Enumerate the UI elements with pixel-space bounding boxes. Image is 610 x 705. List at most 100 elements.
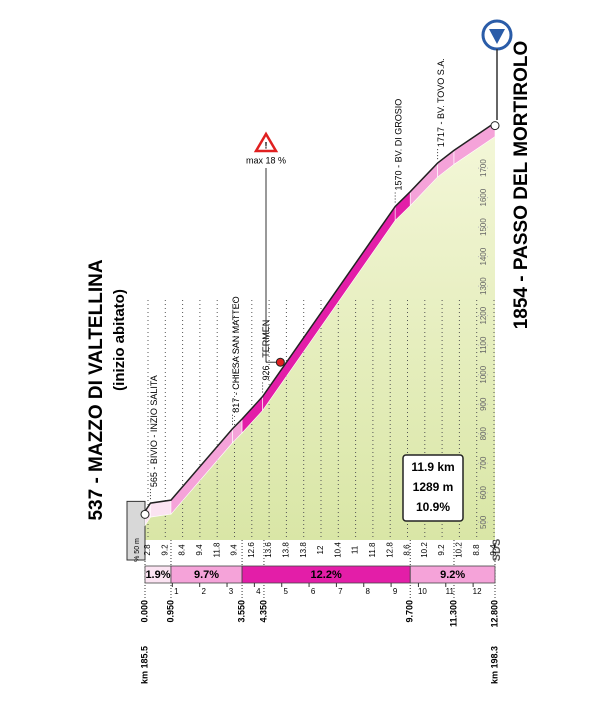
start-note: (inizio abitato) <box>111 289 128 391</box>
y-tick-label: 1700 <box>479 159 488 177</box>
y-tick-label: 1300 <box>479 277 488 295</box>
gradient-value-group: 13.8 <box>299 542 308 558</box>
y-tick-label-group: 600 <box>479 486 488 500</box>
distance-label-group: 0.950 <box>165 600 175 623</box>
gradient-value: 8.4 <box>178 544 187 556</box>
section-bar <box>409 565 496 584</box>
gradient-value-group: 10.4 <box>333 542 342 558</box>
gradient-value: 2.8 <box>143 544 152 556</box>
gradient-value: 9.4 <box>230 544 239 556</box>
warning-icon <box>253 131 279 153</box>
max-label: max 18 % <box>246 155 286 165</box>
gradient-value-group: 11 <box>351 545 360 554</box>
section-label: 1.9% <box>145 569 170 581</box>
finish-dot <box>490 121 500 131</box>
gradient-value-group: 12 <box>316 545 325 554</box>
gradient-value: 12 <box>316 545 325 554</box>
gradient-value-group: 11.8 <box>368 542 377 558</box>
y-tick-label: 800 <box>479 427 488 441</box>
summary-box <box>402 454 464 522</box>
point-label: 817 - CHIESA SAN MATTEO <box>231 296 241 412</box>
distance-label-group: 4.350 <box>258 600 268 623</box>
gradient-value-group: 8.8 <box>472 544 481 556</box>
gradient-value-group: 2.8 <box>143 544 152 556</box>
x-tick-label: 5 <box>283 587 288 596</box>
gradient-value: 13.8 <box>282 542 291 558</box>
gradient-value: 9.2 <box>437 544 446 556</box>
gradient-value-group: 13.6 <box>264 542 273 558</box>
point-label-group: 565 - BIVIO - INZIO SALITA <box>149 375 159 487</box>
chart-title: 1854 - PASSO DEL MORTIROLO <box>511 41 532 330</box>
y-tick-label-group: 500 <box>479 515 488 529</box>
y-tick-label: 1100 <box>479 336 488 354</box>
warning-icon-mark: ! <box>265 140 268 150</box>
gradient-value-group: 12.8 <box>385 542 394 558</box>
gradient-value: 9.2 <box>160 544 169 556</box>
distance-label-group: 0.000 <box>139 600 149 623</box>
x-tick-label: 7 <box>338 587 343 596</box>
gradient-value: 11.8 <box>212 542 221 558</box>
point-label: 1570 - BV. DI GROSIO <box>394 99 404 191</box>
km-end-group: km 198.3 <box>489 646 499 684</box>
y-tick-label-group: 800 <box>479 427 488 441</box>
scale-note: % 50 m <box>134 538 141 562</box>
gradient-value-group: 12.6 <box>247 542 256 558</box>
summary-line: 11.9 km <box>411 460 454 474</box>
distance-label: 0.950 <box>165 600 175 623</box>
x-tick-label: 4 <box>256 587 261 596</box>
section-label: 9.7% <box>194 569 219 581</box>
y-tick-label: 600 <box>479 486 488 500</box>
gradient-value: 12.6 <box>247 542 256 558</box>
summary-line: 10.9% <box>416 500 450 514</box>
y-tick-label: 1500 <box>479 218 488 236</box>
gradient-value-group: 11.8 <box>212 542 221 558</box>
y-tick-label: 1600 <box>479 188 488 206</box>
distance-label: 9.700 <box>405 600 415 623</box>
y-tick-label-group: 1500 <box>479 218 488 236</box>
x-tick-label: 8 <box>366 587 371 596</box>
distance-label-group: 11.300 <box>448 600 458 627</box>
section-label: 12.2% <box>311 569 342 581</box>
x-tick-label: 2 <box>201 587 206 596</box>
x-tick-label: 9 <box>393 587 398 596</box>
distance-label: 4.350 <box>258 600 268 623</box>
gradient-value-group: 10.2 <box>420 542 429 558</box>
gradient-value-group: 9.4 <box>230 544 239 556</box>
distance-label-group: 12.800 <box>489 600 499 628</box>
y-tick-label-group: 1000 <box>479 365 488 383</box>
y-tick-label: 500 <box>479 515 488 529</box>
gradient-value: 13.6 <box>264 542 273 558</box>
distance-label-group: 3.550 <box>236 600 246 623</box>
y-tick-label-group: 1600 <box>479 188 488 206</box>
gradient-value: 11.8 <box>368 542 377 558</box>
point-label-group: 817 - CHIESA SAN MATTEO <box>231 296 241 412</box>
distance-label: 0.000 <box>139 600 149 623</box>
x-tick-label: 10 <box>418 587 427 596</box>
point-label: 1717 - BV. TOVO S.A. <box>436 58 446 147</box>
distance-label-group: 9.700 <box>405 600 415 623</box>
y-tick-label: 1400 <box>479 247 488 265</box>
y-tick-label: 700 <box>479 456 488 470</box>
gradient-value-group: 9.2 <box>160 544 169 556</box>
start-dot <box>140 509 150 519</box>
y-tick-label-group: 900 <box>479 397 488 411</box>
gradient-value: 13.8 <box>299 542 308 558</box>
gradient-value-group: 8.4 <box>178 544 187 556</box>
gradient-value-group: 10.2 <box>455 542 464 558</box>
gradient-value: 10.2 <box>455 542 464 558</box>
y-tick-label: 1200 <box>479 306 488 324</box>
point-label-group: 1570 - BV. DI GROSIO <box>394 99 404 191</box>
km-start: km 185.5 <box>139 646 149 684</box>
y-tick-label-group: 1700 <box>479 159 488 177</box>
y-tick-label-group: 1200 <box>479 306 488 324</box>
gradient-value-group: 8.6 <box>403 544 412 556</box>
section-label: 9.2% <box>440 569 465 581</box>
start-title: 537 - MAZZO DI VALTELLINA <box>86 259 107 520</box>
scale-note-group: % 50 m <box>134 538 141 562</box>
y-tick-label-group: 1100 <box>479 336 488 354</box>
gradient-value: 10.4 <box>333 542 342 558</box>
gradient-value: 11 <box>351 545 360 554</box>
gradient-value-group: 9.4 <box>195 544 204 556</box>
y-tick-label: 900 <box>479 397 488 411</box>
gradient-value: 9.4 <box>195 544 204 556</box>
